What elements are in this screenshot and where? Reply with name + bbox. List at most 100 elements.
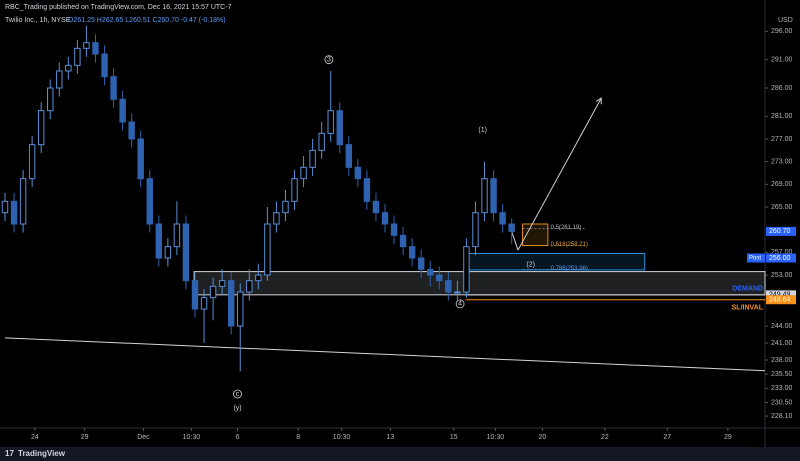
- logo: 17: [5, 449, 14, 458]
- candle-body: [1, 200, 9, 214]
- candle-body: [417, 257, 425, 270]
- candle-body: [336, 110, 343, 146]
- candle-body: [318, 132, 325, 151]
- currency: USD: [778, 17, 793, 24]
- fib-label: 0.5(261.19): [551, 225, 582, 231]
- x-tick-label: 10:30: [487, 434, 505, 441]
- candle-body: [273, 212, 280, 225]
- level-label: DEMAND: [732, 286, 763, 293]
- candle-body: [300, 166, 307, 180]
- candle-body: [164, 246, 172, 259]
- candle-body: [92, 42, 99, 55]
- brand: TradingView: [18, 449, 66, 458]
- wave-label: 3: [327, 57, 331, 64]
- arrow-head: [595, 97, 602, 105]
- candle-body: [65, 64, 72, 72]
- candle-body: [372, 200, 380, 214]
- candle-body: [155, 223, 163, 259]
- y-tick-label: 228.10: [771, 413, 793, 420]
- x-tick-label: 10:30: [333, 434, 351, 441]
- candle-body: [209, 285, 217, 299]
- y-tick-label: 257.00: [771, 249, 793, 256]
- candle-body: [354, 166, 362, 180]
- trend-line: [4, 337, 766, 372]
- y-tick-label: 253.00: [771, 272, 793, 279]
- y-tick-label: 269.00: [771, 181, 793, 188]
- zone: [193, 271, 766, 296]
- candle-body: [327, 110, 334, 134]
- candle-body: [381, 212, 389, 225]
- level-label: SL/INVAL: [732, 305, 764, 312]
- wave-label: (1): [478, 127, 487, 134]
- candle-body: [390, 223, 398, 236]
- candle-body: [56, 70, 63, 89]
- candle-body: [10, 200, 18, 225]
- x-tick-label: Dec: [137, 434, 150, 441]
- candle-body: [146, 178, 153, 225]
- candle-body: [490, 178, 497, 214]
- price-tag-label: 260.70: [769, 228, 791, 235]
- x-tick-label: 10:30: [183, 434, 201, 441]
- candle-body: [363, 178, 371, 202]
- candle-body: [445, 280, 452, 293]
- projection-arrow: [517, 97, 602, 251]
- candle-body: [101, 53, 108, 78]
- pullback: [511, 231, 519, 251]
- footer: [0, 447, 800, 461]
- candle-body: [19, 178, 27, 225]
- candle-body: [246, 280, 253, 293]
- x-tick-label: 13: [387, 434, 395, 441]
- x-tick-label: 15: [450, 434, 458, 441]
- fib-label: 0.618(258.21): [551, 242, 588, 248]
- candle-body: [472, 212, 479, 248]
- x-tick-label: 6: [236, 434, 240, 441]
- candle-body: [345, 144, 353, 168]
- y-tick-label: 281.00: [771, 113, 793, 120]
- wave-circle: [455, 299, 465, 309]
- publisher: RBC_Trading published on TradingView.com…: [5, 4, 232, 11]
- candle-body: [427, 268, 434, 276]
- y-tick-label: 244.00: [771, 323, 793, 330]
- candle-body: [454, 291, 461, 294]
- candle-body: [264, 223, 271, 276]
- x-tick-label: 24: [31, 434, 39, 441]
- candle-body: [309, 149, 316, 168]
- price-tag: [766, 226, 796, 236]
- price-tag-note-bg: [747, 253, 765, 263]
- candle-body: [137, 138, 144, 180]
- y-tick-label: 238.00: [771, 357, 793, 364]
- candle-body: [200, 297, 208, 310]
- candle-body: [37, 110, 45, 146]
- candle-body: [173, 223, 181, 248]
- x-tick-label: 20: [539, 434, 547, 441]
- wave-label: (y): [233, 405, 241, 412]
- price-tag-label: 256.00: [769, 255, 791, 262]
- candle-body: [74, 47, 81, 66]
- wave-circle: [233, 389, 242, 399]
- candle-body: [47, 87, 54, 112]
- y-tick-label: 241.00: [771, 340, 793, 347]
- candle-body: [499, 212, 506, 225]
- price-tag: [766, 290, 796, 300]
- x-tick-label: 8: [296, 434, 300, 441]
- candle-body: [28, 144, 36, 180]
- price-tag-note: Post: [749, 256, 761, 262]
- candle-body: [463, 246, 470, 293]
- candle-body: [508, 223, 515, 232]
- candle-body: [218, 280, 226, 287]
- chart-title: Twilio Inc., 1h, NYSE: [5, 17, 71, 24]
- price-tag: [766, 253, 796, 263]
- y-tick-label: 233.00: [771, 385, 793, 392]
- wave-label: (2): [526, 262, 535, 269]
- y-tick-label: 291.00: [771, 57, 793, 64]
- y-tick-label: 273.00: [771, 159, 793, 166]
- candle-body: [399, 234, 407, 248]
- wave-label: 4: [458, 301, 462, 308]
- y-tick-label: 230.50: [771, 399, 793, 406]
- candle-body: [255, 274, 262, 282]
- y-tick-label: 265.00: [771, 204, 793, 211]
- x-tick-label: 27: [663, 434, 671, 441]
- x-tick-label: 29: [81, 434, 89, 441]
